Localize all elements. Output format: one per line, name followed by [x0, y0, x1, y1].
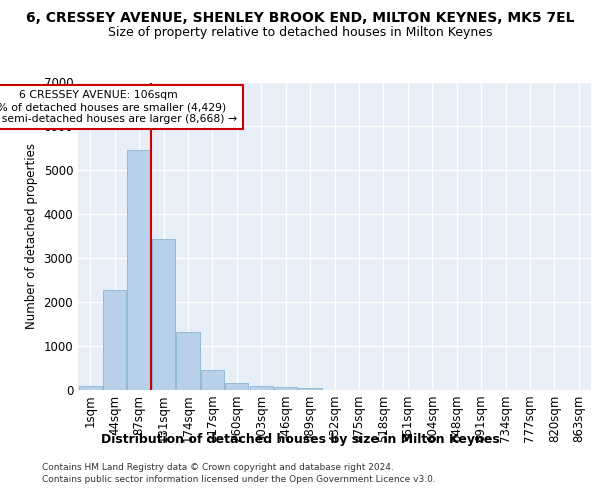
Bar: [127, 150, 151, 390]
Bar: [176, 332, 200, 390]
Text: 6 CRESSEY AVENUE: 106sqm
← 34% of detached houses are smaller (4,429)
66% of sem: 6 CRESSEY AVENUE: 106sqm ← 34% of detach…: [0, 90, 238, 124]
Bar: [250, 386, 273, 390]
Bar: [298, 388, 322, 390]
Text: Size of property relative to detached houses in Milton Keynes: Size of property relative to detached ho…: [108, 26, 492, 39]
Text: Contains HM Land Registry data © Crown copyright and database right 2024.: Contains HM Land Registry data © Crown c…: [42, 464, 394, 472]
Bar: [225, 383, 248, 390]
Text: Distribution of detached houses by size in Milton Keynes: Distribution of detached houses by size …: [101, 432, 499, 446]
Text: Contains public sector information licensed under the Open Government Licence v3: Contains public sector information licen…: [42, 475, 436, 484]
Bar: [201, 370, 224, 390]
Y-axis label: Number of detached properties: Number of detached properties: [25, 143, 38, 329]
Bar: [79, 386, 102, 390]
Bar: [274, 387, 297, 390]
Bar: [152, 239, 175, 390]
Bar: [103, 290, 126, 390]
Text: 6, CRESSEY AVENUE, SHENLEY BROOK END, MILTON KEYNES, MK5 7EL: 6, CRESSEY AVENUE, SHENLEY BROOK END, MI…: [26, 11, 574, 25]
